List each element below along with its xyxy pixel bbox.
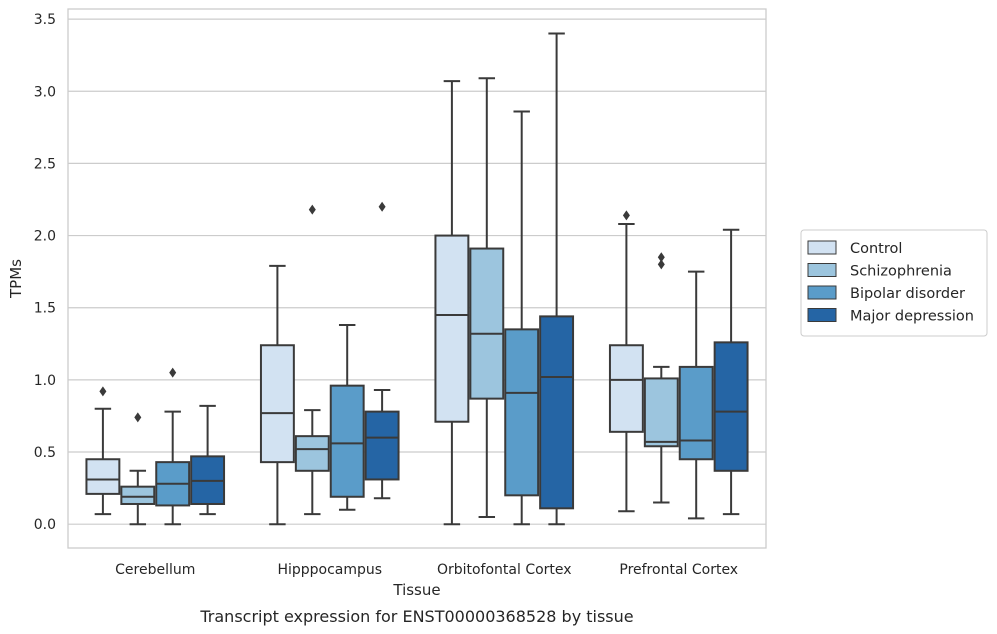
- legend-label: Major depression: [850, 309, 974, 325]
- box-schizophrenia: [294, 204, 330, 516]
- legend-frame: [800, 229, 988, 337]
- box-body: [539, 315, 575, 510]
- outlier-point: [308, 204, 316, 215]
- box-major-depression: [539, 32, 575, 526]
- box-control: [85, 386, 121, 516]
- box-schizophrenia: [120, 412, 156, 526]
- outlier-point: [169, 367, 177, 378]
- legend-label: Bipolar disorder: [850, 286, 965, 302]
- outlier-point: [622, 210, 630, 221]
- x-axis-title: Tissue: [392, 581, 440, 599]
- legend: Control Schizophrenia Bipolar disorder Majo…: [800, 229, 988, 337]
- legend-label: Control: [850, 241, 902, 257]
- box-body: [259, 344, 295, 464]
- y-axis-ticks: 0.0 0.5 1.0 1.5 2.0 2.5 3.0 3.5: [34, 12, 56, 533]
- box-body: [434, 234, 470, 423]
- plot-frame: [67, 8, 767, 549]
- outlier-point: [378, 201, 386, 212]
- outlier-point: [99, 386, 107, 397]
- box-bipolar-disorder: [329, 324, 365, 511]
- box-groups: [85, 32, 749, 526]
- y-tick-label: 1.0: [34, 373, 56, 389]
- y-axis-title: TPMs: [7, 259, 25, 299]
- y-tick-label: 0.5: [34, 445, 56, 461]
- box-body: [608, 344, 644, 433]
- box-schizophrenia: [643, 252, 679, 504]
- y-tick-label: 0.0: [34, 517, 56, 533]
- y-tick-label: 3.0: [34, 84, 56, 100]
- box-body: [364, 410, 400, 481]
- box-body: [120, 485, 156, 505]
- box-major-depression: [190, 404, 226, 516]
- legend-label: Schizophrenia: [850, 264, 952, 280]
- y-gridlines: [68, 18, 766, 525]
- y-tick-label: 1.5: [34, 301, 56, 317]
- box-body: [329, 384, 365, 498]
- figure-caption: Transcript expression for ENST0000036852…: [199, 607, 633, 626]
- box-body: [85, 458, 121, 495]
- legend-swatch: [807, 240, 837, 255]
- box-control: [259, 264, 295, 526]
- box-major-depression: [713, 228, 749, 516]
- outlier-point: [657, 252, 665, 263]
- box-body: [643, 377, 679, 448]
- box-bipolar-disorder: [155, 367, 191, 526]
- outlier-point: [134, 412, 142, 423]
- x-tick-label: Cerebellum: [115, 562, 195, 578]
- box-body: [504, 328, 540, 497]
- box-body: [678, 365, 714, 461]
- y-tick-label: 2.5: [34, 156, 56, 172]
- box-body: [713, 341, 749, 472]
- box-body: [469, 247, 505, 400]
- x-tick-label: Hipppocampus: [277, 562, 382, 578]
- y-tick-label: 2.0: [34, 229, 56, 245]
- box-bipolar-disorder: [504, 110, 540, 526]
- x-tick-label: Orbitofontal Cortex: [437, 562, 572, 578]
- x-axis-ticks: Cerebellum Hipppocampus Orbitofontal Corte…: [115, 562, 738, 578]
- y-tick-label: 3.5: [34, 12, 56, 28]
- box-major-depression: [364, 201, 400, 500]
- x-tick-label: Prefrontal Cortex: [619, 562, 738, 578]
- box-control: [608, 210, 644, 513]
- box-bipolar-disorder: [678, 270, 714, 520]
- box-schizophrenia: [469, 77, 505, 518]
- legend-swatch: [807, 263, 837, 277]
- box-control: [434, 80, 470, 526]
- legend-swatch: [807, 308, 837, 322]
- box-body: [294, 435, 330, 472]
- outlier-point: [657, 259, 665, 270]
- legend-swatch: [807, 285, 837, 300]
